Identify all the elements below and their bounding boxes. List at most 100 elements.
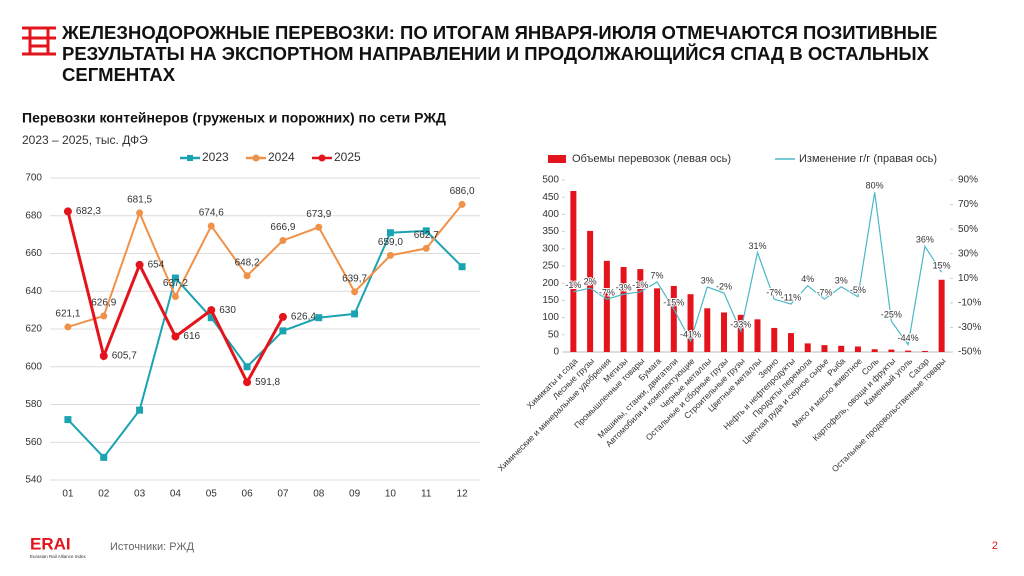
y-tick-label: 450 [542,192,559,203]
x-tick-label: 05 [206,489,218,500]
legend-label: 2025 [334,150,361,164]
y-tick-label: 300 [542,243,559,254]
data-label: 3% [701,275,714,285]
point [243,363,251,371]
data-label: 36% [916,235,934,245]
bar [620,267,627,352]
y-tick-label: 640 [25,286,42,297]
y-tick-label: 700 [25,173,42,184]
chart-title: Перевозки контейнеров (груженых и порожн… [22,110,446,126]
data-label: -5% [850,285,866,295]
point [100,312,108,320]
bar [587,230,594,352]
point [386,251,394,259]
footer-tagline: Eurasian Rail Alliance Index [30,554,87,559]
data-label: -44% [898,333,919,343]
y2-tick-label: -50% [958,347,981,358]
x-tick-label: 11 [421,489,432,500]
legend-label: 2024 [268,150,295,164]
y-tick-label: 680 [25,210,42,221]
point [279,236,287,244]
bar [704,308,711,352]
data-label: -2% [716,281,732,291]
point [100,453,108,461]
point [386,229,394,237]
point [422,227,430,235]
data-label: -3% [616,283,632,293]
bar [854,346,861,352]
point [243,378,252,387]
y2-tick-label: -30% [958,322,981,333]
bar [888,349,895,352]
point [136,209,144,217]
x-tick-label: 07 [277,489,289,500]
point [458,263,466,271]
data-label: 80% [866,181,884,191]
data-label: 673,9 [306,209,331,220]
point [279,327,287,335]
point [351,288,359,296]
bar [754,319,761,352]
slide-title: ЖЕЛЕЗНОДОРОЖНЫЕ ПЕРЕВОЗКИ: ПО ИТОГАМ ЯНВ… [62,22,938,85]
data-label: 2% [584,276,597,286]
y-tick-label: 560 [25,437,42,448]
legend-marker [187,155,193,161]
bar [603,260,610,352]
bar [804,343,811,352]
point [171,332,180,341]
data-label: -1% [632,280,648,290]
series-line [67,203,463,328]
point [136,406,144,414]
point [135,260,144,269]
y-tick-label: 500 [542,175,559,186]
data-label: -7% [766,288,782,298]
data-label: 605,7 [112,351,137,362]
bar [821,345,828,352]
x-tick-label: 01 [62,489,74,500]
y-tick-label: 350 [542,226,559,237]
data-label: -33% [730,319,751,329]
page-number: 2 [992,540,998,552]
legend-label: Объемы перевозок (левая ось) [572,153,731,165]
y-tick-label: 50 [548,329,560,340]
bar [637,269,644,352]
point [351,310,359,318]
data-label: -41% [680,329,701,339]
data-label: 654 [148,259,165,270]
legend-label: Изменение г/г (правая ось) [799,153,937,165]
y2-tick-label: 10% [958,273,978,284]
x-tick-label: 02 [98,489,110,500]
data-label: 648,2 [235,257,260,268]
data-label: 626,9 [91,298,116,309]
logo-icon [22,26,56,56]
bar [721,312,728,352]
y2-tick-label: -10% [958,297,981,308]
data-label: 637,2 [163,278,188,289]
point [278,312,287,321]
x-tick-label: 08 [313,489,325,500]
y-tick-label: 150 [542,295,559,306]
point [63,207,72,216]
y-tick-label: 580 [25,399,42,410]
bar [787,333,794,352]
x-tick-label: 03 [134,489,146,500]
series-line [67,229,463,459]
data-label: 3% [835,275,848,285]
data-label: -1% [565,280,581,290]
x-tick-label: 10 [385,489,397,500]
legend-label: 2023 [202,150,229,164]
point [315,314,323,322]
data-label: 15% [933,261,951,271]
y-tick-label: 620 [25,324,42,335]
point [458,200,466,208]
legend-swatch [548,155,566,163]
y-tick-label: 600 [25,361,42,372]
point [207,306,216,315]
bar [687,294,694,352]
data-label: -7% [816,288,832,298]
y-tick-label: 540 [25,475,42,486]
data-label: -15% [663,297,684,307]
point [64,323,72,331]
data-label: 662,7 [414,230,439,241]
